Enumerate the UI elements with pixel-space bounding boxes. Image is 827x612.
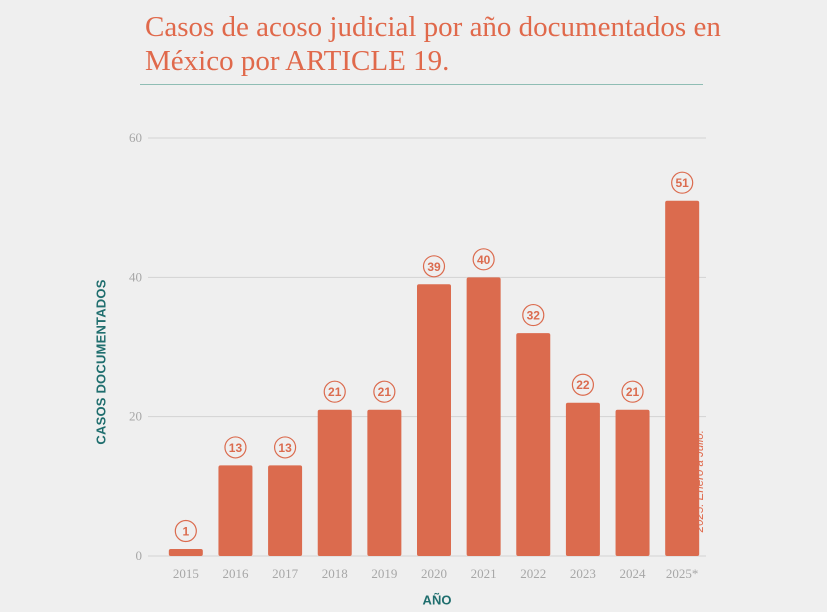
data-label-circle	[373, 380, 396, 403]
data-label: 51	[676, 176, 690, 190]
data-label-circle	[571, 373, 595, 396]
bar-2021	[466, 277, 501, 556]
chart-title: Casos de acoso judicial por año document…	[145, 11, 721, 77]
data-label: 21	[626, 385, 640, 399]
data-label: 13	[229, 441, 243, 455]
data-label: 1	[182, 525, 189, 539]
y-tick-label: 0	[136, 548, 143, 563]
x-tick-label: 2017	[272, 566, 299, 581]
bar-2019	[367, 409, 402, 556]
data-label: 39	[427, 260, 441, 274]
bar-2022	[516, 333, 551, 556]
x-tick-label: 2024	[620, 566, 647, 581]
x-tick-label: 2016	[222, 566, 249, 581]
x-tick-label: 2023	[570, 566, 596, 581]
data-label-circle	[174, 519, 197, 543]
data-label-circle	[422, 255, 446, 278]
data-label: 21	[378, 385, 392, 399]
bar-2017	[268, 465, 303, 556]
data-label: 21	[328, 385, 342, 399]
y-tick-label: 40	[129, 269, 142, 284]
data-label-circle	[273, 436, 297, 459]
data-label: 22	[576, 378, 590, 392]
data-label: 32	[527, 309, 541, 323]
x-tick-label: 2025*	[666, 566, 699, 581]
title-divider	[140, 84, 703, 85]
data-label-circle	[472, 248, 495, 271]
data-label-circle	[522, 303, 545, 327]
y-tick-label: 20	[129, 409, 142, 424]
bar-2023	[565, 402, 600, 556]
y-tick-label: 60	[129, 130, 142, 145]
data-label-circle	[671, 171, 694, 194]
x-tick-label: 2021	[471, 566, 497, 581]
x-tick-label: 2022	[520, 566, 546, 581]
x-axis-label: AÑO	[422, 592, 452, 608]
data-label: 40	[477, 253, 491, 267]
data-label-circle	[621, 380, 644, 403]
bar-2025*	[665, 200, 700, 556]
data-label: 13	[278, 441, 292, 455]
bar-2016	[218, 465, 253, 556]
bar-2024	[615, 409, 650, 556]
data-label-circle	[224, 436, 247, 459]
bar-2018	[317, 409, 352, 556]
bar-2015	[168, 549, 203, 556]
x-tick-label: 2019	[371, 566, 397, 581]
x-tick-label: 2015	[173, 566, 199, 581]
bar-2020	[417, 284, 451, 556]
data-label-circle	[323, 380, 346, 403]
x-tick-label: 2018	[322, 566, 348, 581]
x-tick-label: 2020	[421, 566, 447, 581]
